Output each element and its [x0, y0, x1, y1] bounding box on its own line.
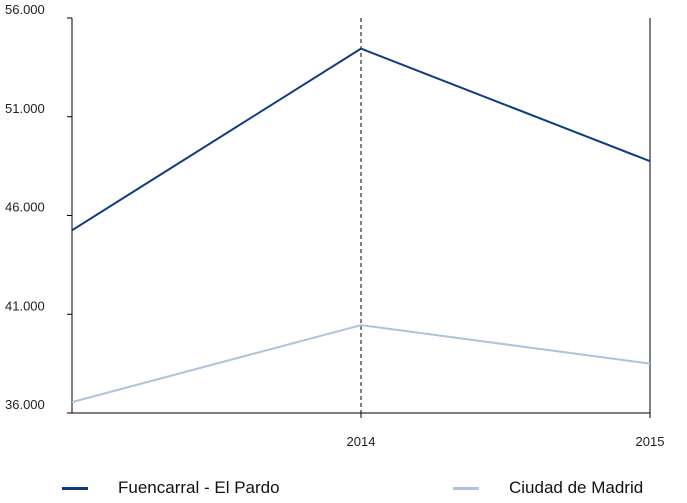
legend-label-fuencarral: Fuencarral - El Pardo — [118, 478, 280, 497]
y-tick-label: 41.000 — [5, 298, 45, 313]
chart-legend: Fuencarral - El Pardo Ciudad de Madrid — [0, 478, 687, 503]
x-tick-label: 2015 — [636, 434, 665, 449]
legend-swatch-ciudad-madrid — [453, 486, 479, 490]
chart-axes — [71, 18, 651, 414]
legend-label-ciudad-madrid: Ciudad de Madrid — [509, 478, 644, 497]
chart-series — [71, 47, 651, 404]
y-tick-label: 56.000 — [5, 2, 45, 17]
y-tick-label: 51.000 — [5, 101, 45, 116]
legend-swatch-fuencarral — [62, 486, 88, 490]
y-tick-label: 36.000 — [5, 397, 45, 412]
legend-item-ciudad-madrid: Ciudad de Madrid — [453, 478, 643, 498]
y-axis-ticks: 56.000 51.000 46.000 41.000 36.000 — [5, 2, 72, 414]
y-tick-label: 46.000 — [5, 200, 45, 215]
series-line-ciudad-madrid — [71, 324, 651, 404]
x-axis-ticks: 2014 2015 — [347, 413, 665, 449]
legend-item-fuencarral: Fuencarral - El Pardo — [62, 478, 280, 498]
series-line-fuencarral — [71, 47, 651, 232]
x-tick-label: 2014 — [347, 434, 376, 449]
